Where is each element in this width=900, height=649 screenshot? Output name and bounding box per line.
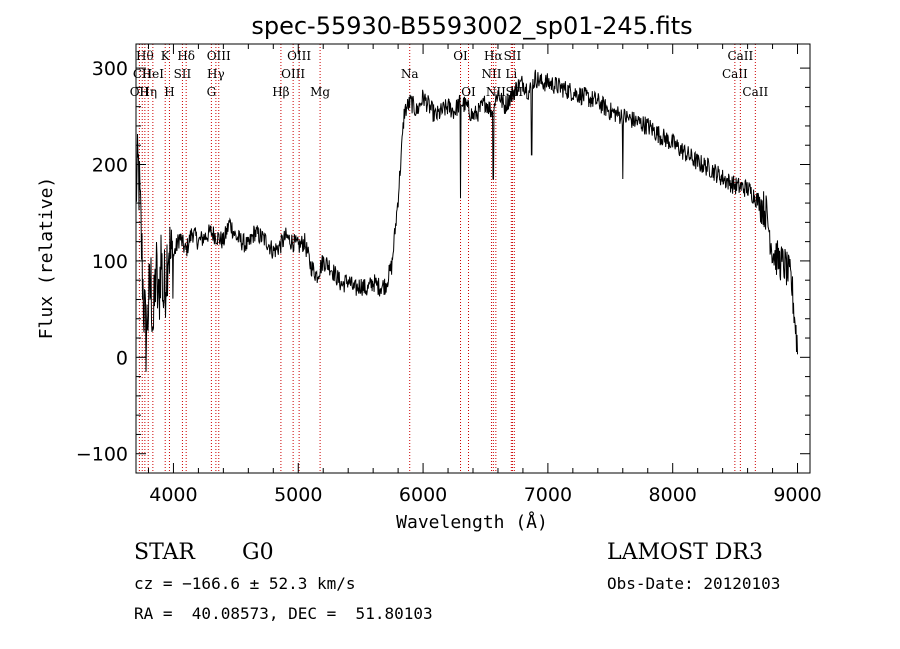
line-marker-label: HeI — [142, 67, 165, 81]
x-tick-label: 6000 — [399, 484, 447, 506]
line-marker-label: Na — [401, 67, 419, 81]
object-subclass: G0 — [242, 540, 274, 565]
tick-layer: 4000 5000 6000 7000 8000 9000 −100 0 100 200 300 — [76, 44, 822, 506]
line-marker-label: Hη — [139, 85, 157, 99]
line-marker-label: Li — [505, 67, 517, 81]
x-tick-label: 4000 — [149, 484, 197, 506]
line-marker-label: OI — [461, 85, 476, 99]
line-marker-label: G — [207, 85, 217, 99]
line-marker-label: Hθ — [136, 49, 154, 63]
x-tick-label: 7000 — [524, 484, 572, 506]
line-marker-label: Mg — [310, 85, 330, 99]
line-marker-label: H — [164, 85, 174, 99]
line-marker-label: CaII — [722, 67, 748, 81]
line-marker-label: OIII — [207, 49, 231, 63]
line-marker-label: OIII — [281, 67, 305, 81]
line-marker-label: Hδ — [177, 49, 195, 63]
x-axis-label: Wavelength (Å) — [396, 511, 548, 533]
observation-date: Obs-Date: 20120103 — [607, 574, 781, 593]
line-marker-layer: OIICIIHθHηHeIKHSIIHδGHγOIIIHβOIIIOIIIMgN… — [130, 44, 768, 473]
x-tick-label: 5000 — [274, 484, 322, 506]
spectrum-layer — [135, 69, 798, 372]
coordinates: RA = 40.08573, DEC = 51.80103 — [134, 604, 433, 623]
spectrum-line — [135, 69, 798, 372]
line-marker-label: NII — [481, 67, 501, 81]
y-tick-label: −100 — [76, 444, 128, 466]
y-tick-label: 0 — [116, 347, 128, 369]
chart-title: spec-55930-B5593002_sp01-245.fits — [251, 12, 692, 40]
line-marker-label: OI — [453, 49, 468, 63]
plot-frame — [135, 43, 811, 474]
line-marker-label: CaII — [742, 85, 768, 99]
y-axis-label: Flux (relative) — [36, 177, 57, 340]
line-marker-label: Hβ — [272, 85, 289, 99]
line-marker-label: SII — [504, 49, 522, 63]
line-marker-label: CII — [133, 67, 152, 81]
y-tick-label: 100 — [92, 251, 128, 273]
line-marker-label: Hγ — [207, 67, 225, 81]
object-class: STAR — [134, 540, 195, 565]
line-marker-label: OIII — [287, 49, 311, 63]
line-marker-label: CaII — [727, 49, 753, 63]
y-tick-label: 300 — [92, 58, 128, 80]
y-tick-label: 200 — [92, 155, 128, 177]
survey-name: LAMOST DR3 — [607, 540, 763, 565]
line-marker-label: SII — [174, 67, 192, 81]
line-marker-label: K — [161, 49, 171, 63]
x-tick-label: 8000 — [649, 484, 697, 506]
line-marker-label: Hα — [484, 49, 503, 63]
x-tick-label: 9000 — [773, 484, 821, 506]
redshift-cz: cz = −166.6 ± 52.3 km/s — [134, 574, 356, 593]
